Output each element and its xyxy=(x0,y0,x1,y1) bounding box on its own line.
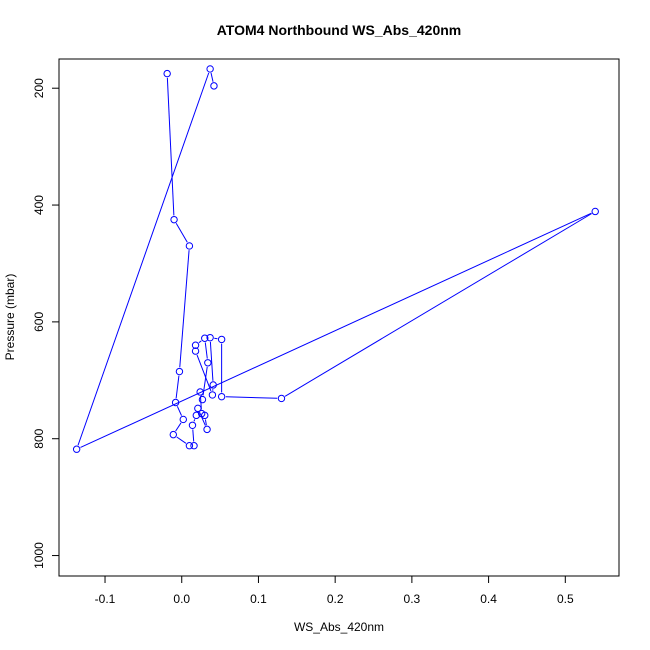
series-line-segment xyxy=(77,72,210,446)
data-point xyxy=(210,82,218,90)
data-point xyxy=(217,392,226,401)
data-point xyxy=(201,334,209,342)
data-point xyxy=(203,425,211,434)
series-line-segment xyxy=(176,406,182,416)
x-tick-label: 0.2 xyxy=(327,592,344,606)
y-axis-label: Pressure (mbar) xyxy=(3,274,17,361)
data-point xyxy=(188,421,197,429)
series-line-segment xyxy=(225,396,278,399)
x-tick-label: -0.1 xyxy=(95,592,116,606)
data-point xyxy=(206,333,214,342)
x-axis: -0.1 0.0 0.1 0.2 0.3 0.4 0.5 xyxy=(95,576,574,606)
data-point xyxy=(217,335,226,344)
y-tick-label: 400 xyxy=(32,195,46,215)
data-point xyxy=(185,242,194,250)
data-point xyxy=(206,65,214,73)
series-line-segment xyxy=(192,429,195,442)
x-axis-label: WS_Abs_420nm xyxy=(294,620,384,634)
series-line-segment xyxy=(284,213,592,397)
y-tick-label: 600 xyxy=(32,312,46,332)
data-point xyxy=(191,341,200,349)
data-point xyxy=(192,411,201,420)
series-line-segment xyxy=(176,436,187,444)
series-line-segment xyxy=(196,354,212,392)
data-point xyxy=(208,391,217,399)
series-line-segment xyxy=(204,342,208,359)
plot-area xyxy=(72,65,599,453)
data-point xyxy=(170,215,178,224)
series-line-segment xyxy=(179,250,190,368)
y-tick-label: 200 xyxy=(32,78,46,98)
chart-title: ATOM4 Northbound WS_Abs_420nm xyxy=(217,22,462,38)
data-point xyxy=(194,404,202,413)
data-point xyxy=(198,395,207,404)
data-point xyxy=(277,394,286,403)
data-point xyxy=(171,398,180,407)
data-point xyxy=(591,207,599,216)
data-point xyxy=(72,445,81,453)
data-point xyxy=(179,415,187,424)
data-point xyxy=(196,388,204,396)
series-line-segment xyxy=(204,419,207,426)
series-line-segment xyxy=(166,77,175,216)
series-line-segment xyxy=(80,212,592,448)
data-point xyxy=(191,347,200,355)
plot-frame xyxy=(58,58,620,577)
x-tick-label: 0.4 xyxy=(480,592,497,606)
y-axis: 200 400 600 800 1000 xyxy=(32,78,59,569)
data-point xyxy=(204,359,212,367)
data-point xyxy=(175,367,184,376)
data-point xyxy=(190,442,198,450)
series-line-segment xyxy=(198,340,202,344)
data-point xyxy=(209,381,217,389)
series-line-segment xyxy=(209,341,214,381)
y-tick-label: 1000 xyxy=(32,542,46,569)
series-line-segment xyxy=(175,223,188,243)
data-point xyxy=(163,69,171,78)
series-line-segment xyxy=(199,411,206,426)
data-point xyxy=(169,430,178,439)
x-tick-label: 0.1 xyxy=(250,592,267,606)
series-line-segment xyxy=(193,419,196,422)
data-point xyxy=(185,442,194,450)
series-line-segment xyxy=(210,72,214,82)
series-line-segment xyxy=(175,422,182,432)
data-point xyxy=(197,409,206,418)
series-line-segment xyxy=(175,375,180,399)
x-tick-label: 0.0 xyxy=(173,592,190,606)
x-tick-label: 0.3 xyxy=(404,592,421,606)
x-tick-label: 0.5 xyxy=(557,592,574,606)
y-tick-label: 800 xyxy=(32,428,46,448)
